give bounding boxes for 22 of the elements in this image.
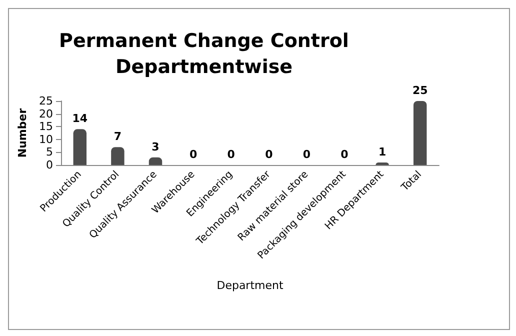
y-tick-label: 0 (46, 158, 53, 172)
data-label: 0 (302, 148, 311, 161)
bar (73, 129, 87, 165)
y-axis-title: Number (16, 108, 30, 158)
data-label: 0 (189, 148, 198, 161)
y-tick-label: 15 (39, 120, 53, 134)
data-label: 25 (412, 84, 428, 97)
y-tick-label: 20 (39, 107, 53, 120)
data-label: 0 (227, 148, 236, 161)
data-label: 0 (340, 148, 349, 161)
y-tick-label: 10 (39, 132, 53, 146)
y-tick-label: 5 (46, 146, 53, 159)
data-label: 7 (114, 130, 122, 144)
chart-title: Permanent Change Control Departmentwise (59, 30, 349, 78)
data-label: 1 (378, 145, 386, 158)
bar (413, 101, 427, 165)
data-label: 0 (265, 148, 274, 161)
bar (111, 147, 124, 165)
data-label: 14 (72, 112, 88, 126)
data-label: 3 (152, 140, 160, 154)
y-tick-label: 25 (39, 94, 53, 108)
x-axis-title: Department (216, 279, 284, 292)
